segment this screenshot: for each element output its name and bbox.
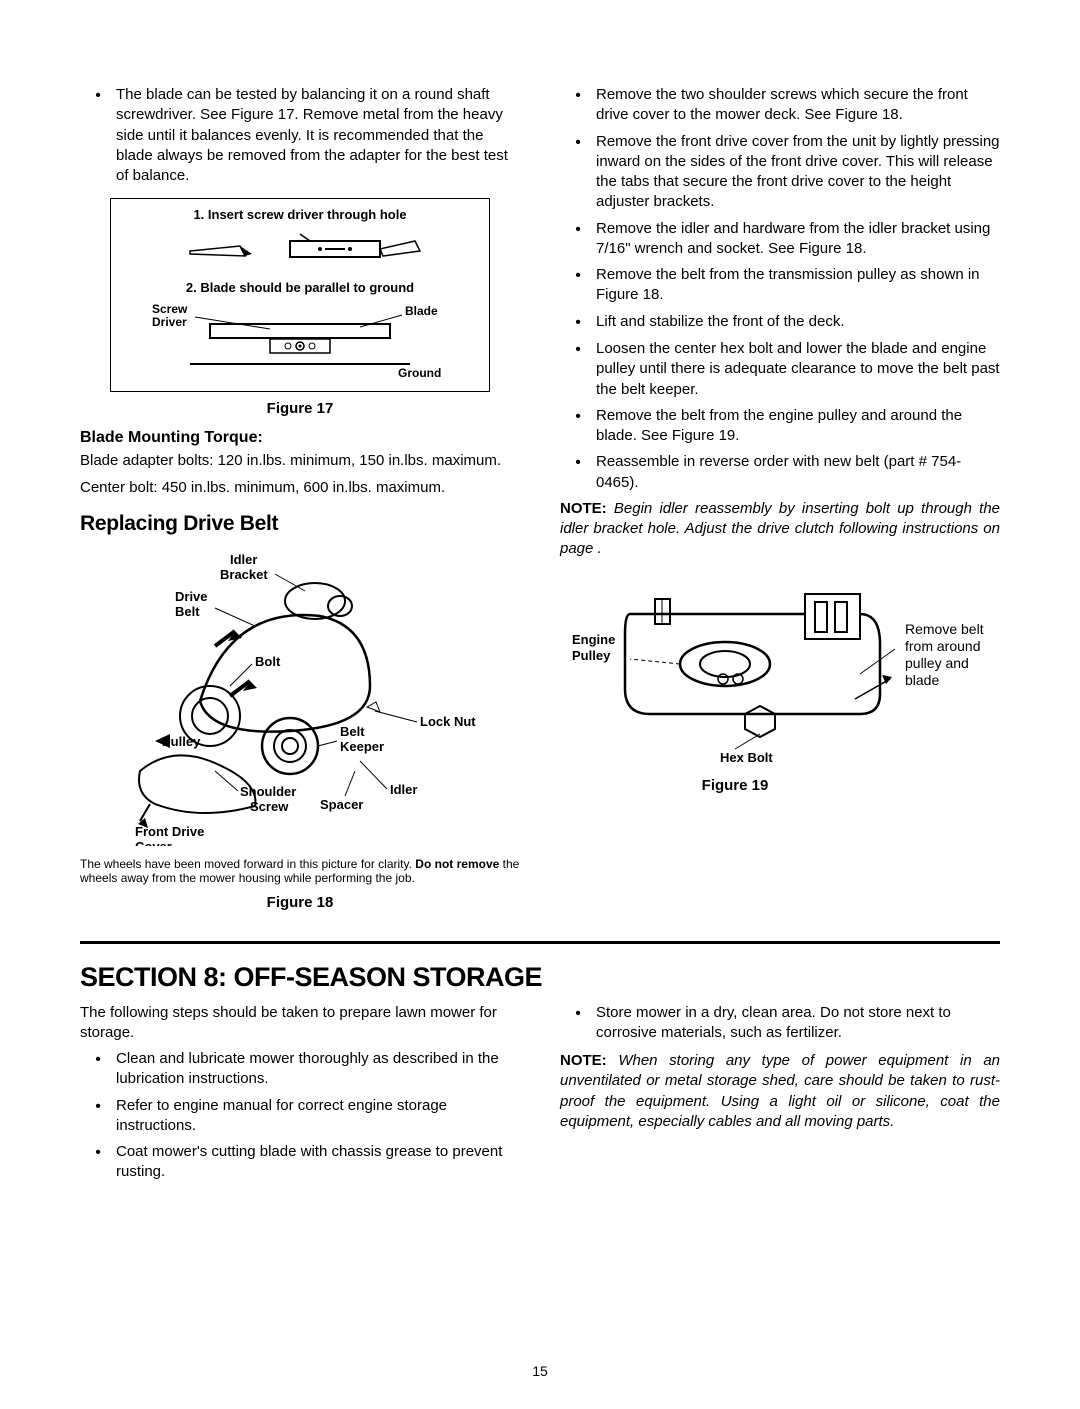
bullet-text: Lift and stabilize the front of the deck… (596, 312, 1000, 334)
torque-line1: Blade adapter bolts: 120 in.lbs. minimum… (80, 451, 520, 471)
svg-text:Pulley: Pulley (572, 648, 611, 663)
bullet-dot: • (80, 1142, 116, 1183)
torque-heading: Blade Mounting Torque: (80, 429, 520, 447)
svg-text:Belt: Belt (175, 604, 200, 619)
fig17-driver-label: Driver (152, 315, 187, 329)
bullet-dot: • (560, 452, 596, 493)
figure-17-box: 1. Insert screw driver through hole 2. B… (110, 198, 490, 392)
figure-18-caption: Figure 18 (80, 894, 520, 911)
svg-text:Shoulder: Shoulder (240, 784, 296, 799)
right-column: •Remove the two shoulder screws which se… (560, 85, 1000, 923)
section-8-title: SECTION 8: OFF-SEASON STORAGE (80, 962, 1000, 993)
col2-bullet: •Remove the front drive cover from the u… (560, 132, 1000, 213)
section8-right-bullet: • Store mower in a dry, clean area. Do n… (560, 1003, 1000, 1044)
bullet-dot: • (560, 85, 596, 126)
svg-text:Belt: Belt (340, 724, 365, 739)
svg-text:Bolt: Bolt (255, 654, 281, 669)
svg-text:pulley and: pulley and (905, 655, 969, 671)
section8-left: The following steps should be taken to p… (80, 1003, 520, 1189)
fig19-svg: Engine Pulley Hex Bolt Remove belt from … (560, 574, 1000, 764)
col2-bullet: •Remove the two shoulder screws which se… (560, 85, 1000, 126)
col2-bullet-list: •Remove the two shoulder screws which se… (560, 85, 1000, 493)
col2-bullet: •Reassemble in reverse order with new be… (560, 452, 1000, 493)
blade-test-bullet: • The blade can be tested by balancing i… (80, 85, 520, 186)
figure-17-caption: Figure 17 (80, 400, 520, 417)
fig18-note: The wheels have been moved forward in th… (80, 857, 520, 886)
col2-note: NOTE: Begin idler reassembly by insertin… (560, 499, 1000, 560)
fig17-ground-label: Ground (398, 366, 441, 379)
fig17-bottom-svg: Screw Driver Blade Ground (150, 299, 450, 379)
col2-bullet: •Remove the belt from the transmission p… (560, 265, 1000, 306)
bullet-text: Loosen the center hex bolt and lower the… (596, 339, 1000, 400)
section8-bullet: •Clean and lubricate mower thoroughly as… (80, 1049, 520, 1090)
svg-text:Bracket: Bracket (220, 567, 268, 582)
svg-text:Drive: Drive (175, 589, 208, 604)
bullet-dot: • (560, 132, 596, 213)
bullet-text: Remove the belt from the engine pulley a… (596, 406, 1000, 447)
bullet-text: Remove the belt from the transmission pu… (596, 265, 1000, 306)
left-column: • The blade can be tested by balancing i… (80, 85, 520, 923)
section8-note-label: NOTE: (560, 1052, 607, 1069)
svg-text:from around: from around (905, 638, 980, 654)
section8-note: NOTE: When storing any type of power equ… (560, 1051, 1000, 1132)
torque-line2: Center bolt: 450 in.lbs. minimum, 600 in… (80, 478, 520, 498)
replacing-drive-belt-heading: Replacing Drive Belt (80, 512, 520, 536)
blade-test-text: The blade can be tested by balancing it … (116, 85, 520, 186)
section8-right: • Store mower in a dry, clean area. Do n… (560, 1003, 1000, 1189)
section8-intro: The following steps should be taken to p… (80, 1003, 520, 1044)
section8-right-text: Store mower in a dry, clean area. Do not… (596, 1003, 1000, 1044)
svg-text:Keeper: Keeper (340, 739, 384, 754)
figure-18-box: Idler Bracket Drive Belt Bolt (80, 546, 520, 886)
bullet-text: Clean and lubricate mower thoroughly as … (116, 1049, 520, 1090)
figure-19-box: Engine Pulley Hex Bolt Remove belt from … (560, 574, 1000, 794)
bullet-dot: • (560, 1003, 596, 1044)
bullet-text: Coat mower's cutting blade with chassis … (116, 1142, 520, 1183)
fig18-svg: Idler Bracket Drive Belt Bolt (80, 546, 510, 846)
fig19-hexbolt-label: Hex Bolt (720, 750, 773, 764)
bullet-dot: • (80, 85, 116, 186)
fig17-screw-label: Screw (152, 302, 188, 316)
bullet-text: Remove the front drive cover from the un… (596, 132, 1000, 213)
svg-text:Spacer: Spacer (320, 797, 363, 812)
section8-note-text: When storing any type of power equipment… (560, 1052, 1000, 1130)
svg-text:blade: blade (905, 672, 939, 688)
svg-text:Lock Nut: Lock Nut (420, 714, 476, 729)
fig17-blade-label: Blade (405, 304, 438, 318)
bullet-dot: • (560, 406, 596, 447)
fig18-cover-label: Cover (135, 839, 172, 846)
bullet-text: Refer to engine manual for correct engin… (116, 1096, 520, 1137)
bullet-text: Reassemble in reverse order with new bel… (596, 452, 1000, 493)
page-number: 15 (0, 1363, 1080, 1379)
section8-columns: The following steps should be taken to p… (80, 1003, 1000, 1189)
section8-bullet: •Refer to engine manual for correct engi… (80, 1096, 520, 1137)
fig17-top-svg (170, 226, 430, 276)
col2-bullet: •Lift and stabilize the front of the dec… (560, 312, 1000, 334)
svg-text:Front Drive: Front Drive (135, 824, 204, 839)
bullet-dot: • (80, 1049, 116, 1090)
section8-left-bullets: •Clean and lubricate mower thoroughly as… (80, 1049, 520, 1183)
figure-19-caption: Figure 19 (470, 777, 1000, 794)
col2-bullet: •Loosen the center hex bolt and lower th… (560, 339, 1000, 400)
bullet-dot: • (80, 1096, 116, 1137)
bullet-text: Remove the two shoulder screws which sec… (596, 85, 1000, 126)
bullet-dot: • (560, 265, 596, 306)
bullet-dot: • (560, 339, 596, 400)
section-divider (80, 941, 1000, 944)
bullet-dot: • (560, 312, 596, 334)
upper-columns: • The blade can be tested by balancing i… (80, 85, 1000, 923)
section8-bullet: •Coat mower's cutting blade with chassis… (80, 1142, 520, 1183)
note-text: Begin idler reassembly by inserting bolt… (560, 500, 1000, 558)
svg-text:Idler: Idler (230, 552, 257, 567)
svg-text:Remove belt: Remove belt (905, 621, 984, 637)
fig17-line2: 2. Blade should be parallel to ground (119, 280, 481, 295)
svg-text:Engine: Engine (572, 632, 615, 647)
svg-text:Idler: Idler (390, 782, 417, 797)
fig17-line1: 1. Insert screw driver through hole (119, 207, 481, 222)
col2-bullet: •Remove the idler and hardware from the … (560, 219, 1000, 260)
bullet-text: Remove the idler and hardware from the i… (596, 219, 1000, 260)
bullet-dot: • (560, 219, 596, 260)
note-label: NOTE: (560, 500, 607, 517)
col2-bullet: •Remove the belt from the engine pulley … (560, 406, 1000, 447)
